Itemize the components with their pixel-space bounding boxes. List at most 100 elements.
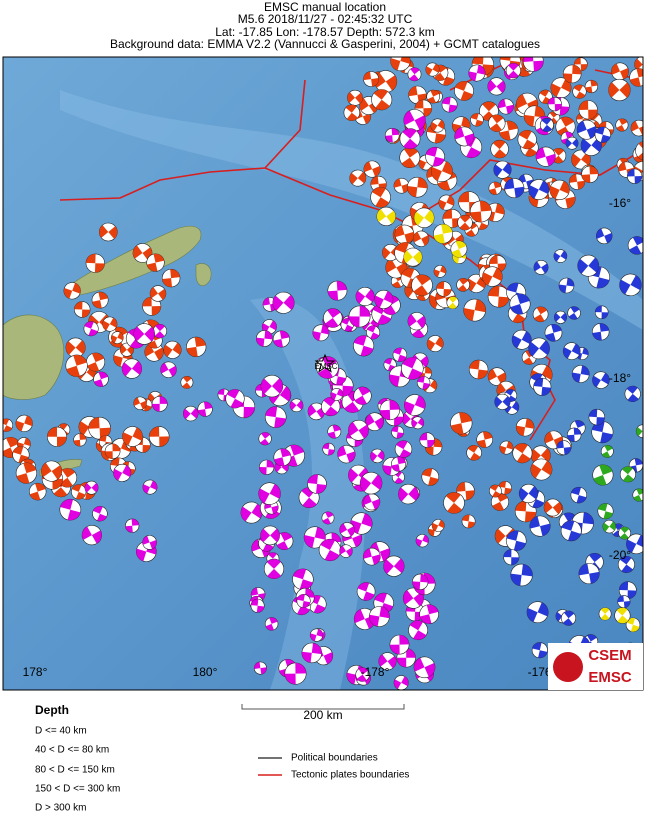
focal-mechanism: [503, 549, 520, 566]
ball-quadrants: [274, 448, 291, 466]
ball-quadrants: [133, 397, 147, 410]
focal-mechanism: [258, 432, 272, 446]
ball-quadrants: [553, 250, 567, 262]
focal-mechanism: [584, 79, 599, 94]
ball-quadrants: [431, 161, 453, 181]
ball-quadrants: [259, 460, 274, 475]
focal-mechanism: [463, 298, 487, 322]
ball-quadrants: [339, 523, 355, 537]
focal-mechanism: [363, 493, 381, 511]
ball-quadrants: [385, 128, 400, 143]
ball-quadrants: [563, 64, 582, 83]
focal-mechanism: [488, 484, 502, 498]
graticule-labels: 178° 180° -178° -176° -16° -18° -20°: [23, 196, 632, 679]
ball-quadrants: [619, 275, 642, 295]
ball-quadrants: [627, 169, 642, 184]
focal-mechanism: [142, 479, 158, 495]
ball-quadrants: [374, 291, 393, 308]
ball-quadrants: [105, 443, 121, 459]
ball-quadrants: [506, 530, 526, 551]
focal-mechanism: [163, 340, 182, 359]
ball-quadrants: [398, 486, 419, 502]
focal-mechanism: [400, 357, 424, 380]
ball-quadrants: [577, 120, 597, 139]
ball-quadrants: [442, 209, 462, 228]
focal-mechanism: [260, 374, 284, 398]
focal-mechanism: [363, 71, 380, 87]
focal-mechanism: [468, 359, 489, 380]
ball-quadrants: [425, 438, 442, 456]
ball-quadrants: [58, 423, 69, 436]
focal-mechanism: [611, 62, 629, 81]
ball-quadrants: [503, 549, 519, 565]
ball-quadrants: [533, 378, 551, 396]
ball-quadrants: [407, 177, 428, 198]
focal-mechanism: [389, 634, 410, 655]
focal-mechanism: [509, 293, 531, 315]
focal-mechanism: [160, 361, 177, 378]
ball-quadrants: [144, 343, 164, 361]
focal-mechanism: [578, 563, 600, 585]
focal-mechanism: [618, 581, 637, 600]
ball-quadrants: [508, 63, 519, 78]
ball-quadrants: [308, 404, 325, 419]
ball-quadrants: [576, 347, 589, 360]
ball-quadrants: [99, 225, 118, 239]
focal-mechanism: [547, 96, 562, 112]
ball-quadrants: [258, 483, 281, 504]
focal-mechanism: [403, 394, 426, 416]
ball-quadrants: [456, 482, 475, 500]
focal-mechanism: [327, 280, 348, 301]
ball-quadrants: [142, 480, 158, 494]
focal-mechanism: [426, 335, 444, 353]
header-line: Lat: -17.85 Lon: -178.57 Depth: 572.3 km: [215, 25, 434, 39]
focal-mechanism: [359, 471, 383, 495]
epicenter-star: [314, 353, 336, 373]
ball-quadrants: [323, 397, 338, 416]
ball-quadrants: [197, 401, 213, 417]
focal-mechanism: [518, 483, 539, 504]
ball-quadrants: [571, 152, 591, 167]
focal-mechanism: [539, 117, 554, 132]
ball-quadrants: [150, 287, 166, 300]
ball-quadrants: [402, 357, 423, 380]
lat-label: -20°: [609, 548, 631, 562]
focal-mechanism: [446, 296, 460, 310]
ball-quadrants: [355, 289, 375, 304]
focal-mechanism: [292, 568, 314, 590]
ball-quadrants: [357, 582, 375, 601]
ball-quadrants: [370, 450, 385, 462]
focal-mechanism: [411, 416, 425, 430]
focal-mechanism: [624, 385, 641, 402]
ball-quadrants: [427, 90, 440, 104]
focal-mechanism: [608, 78, 631, 102]
ball-quadrants: [531, 448, 551, 463]
focal-mechanism: [41, 460, 63, 482]
ball-quadrants: [619, 581, 637, 599]
focal-mechanism: [296, 594, 311, 608]
focal-mechanism: [399, 147, 421, 169]
focal-mechanism: [337, 445, 356, 464]
focal-mechanism: [627, 236, 643, 255]
ball-quadrants: [458, 278, 469, 292]
focal-mechanism: [330, 387, 344, 401]
focal-mechanism: [425, 62, 440, 77]
focal-mechanism: [468, 64, 486, 82]
ball-quadrants: [545, 324, 562, 342]
focal-mechanism: [504, 178, 525, 199]
ball-quadrants: [152, 396, 168, 412]
ball-quadrants: [488, 368, 506, 385]
ball-quadrants: [84, 483, 99, 493]
ball-quadrants: [581, 166, 599, 183]
ball-quadrants: [633, 146, 643, 163]
ball-quadrants: [183, 408, 199, 420]
island: [69, 225, 202, 297]
ball-quadrants: [494, 396, 511, 408]
focal-mechanism: [148, 426, 170, 447]
focal-mechanism: [371, 89, 393, 111]
ball-quadrants: [468, 64, 486, 82]
ball-quadrants: [611, 63, 629, 80]
ball-quadrants: [573, 84, 586, 99]
focal-mechanism: [104, 443, 121, 460]
ball-quadrants: [488, 286, 510, 308]
